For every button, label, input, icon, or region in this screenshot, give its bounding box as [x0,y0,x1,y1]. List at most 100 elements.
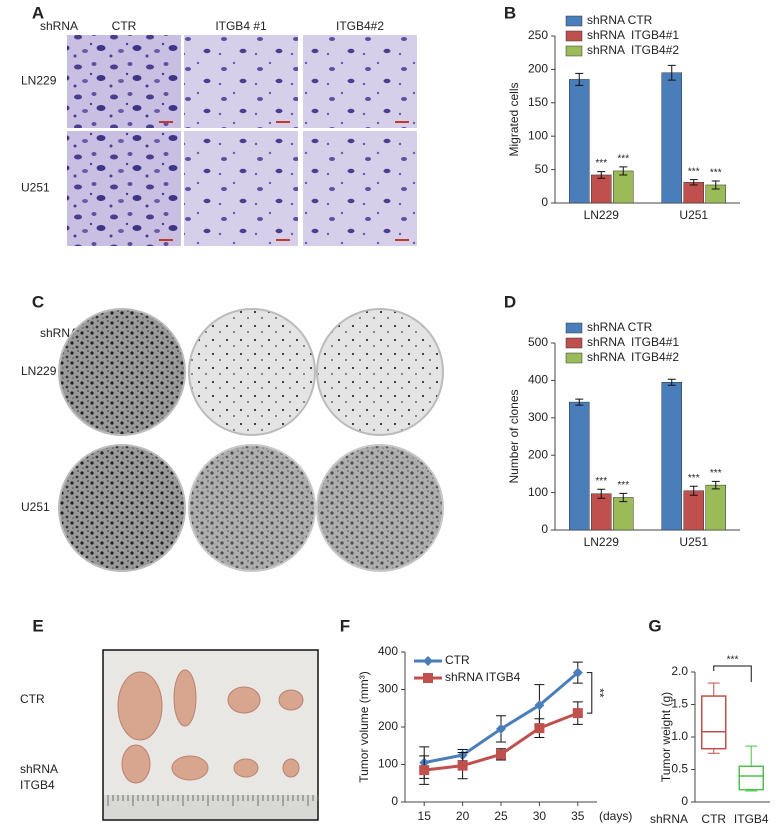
y-tick-label: 0 [681,794,688,808]
x-tick-label: 30 [533,809,547,823]
significance-label: *** [710,468,722,479]
column-label: CTR [112,19,137,33]
legend-label: shRNA ITGB4 [445,670,521,684]
significance-label: *** [727,655,739,666]
dish [316,308,444,436]
error-bar [575,398,584,406]
y-tick-label: 1.5 [671,697,688,711]
error-bar [711,480,720,490]
legend-label: shRNA CTR [587,13,653,27]
error-bar [597,488,606,499]
row-label: LN229 [21,74,57,88]
panel-letter: C [32,292,44,311]
y-tick-label: 200 [528,447,548,461]
significance-label: *** [688,473,700,484]
legend-label: CTR [445,653,470,667]
legend-swatch [565,15,583,27]
tumor [117,671,163,741]
legend-marker [423,656,433,666]
x-tick-label: CTR [701,812,726,826]
x-tick-label: 20 [456,809,470,823]
point [572,708,583,719]
error-bar [689,179,698,186]
row-label: CTR [20,692,45,706]
row-label: ITGB4 [20,778,55,792]
y-tick-label: 100 [528,485,548,499]
y-tick-label: 0.5 [671,762,688,776]
significance-label: ** [593,688,607,698]
point [457,760,468,771]
x-tick-label: LN229 [584,535,620,549]
x-axis-label: shRNA [650,812,688,826]
point [534,723,545,734]
tumor [233,758,259,778]
row-label: shRNA [20,762,58,776]
y-tick-label: 300 [378,682,398,696]
error-bar [667,378,676,386]
legend-swatch [565,30,583,42]
y-tick-label: 0 [391,794,398,808]
panel-letter: E [32,616,43,635]
legend-swatch [565,322,583,334]
y-axis-label: Tumor weight (g) [659,692,673,782]
panel-letter: A [32,3,44,22]
point [534,700,545,711]
tumor [227,686,261,714]
legend-marker [423,673,433,683]
panel-letter: G [648,616,661,635]
error-bar [575,72,584,86]
bar [683,490,704,531]
panel-letter: B [504,3,516,22]
row-label: U251 [21,500,50,514]
bar [613,170,634,204]
y-tick-label: 50 [535,162,549,176]
dish [188,444,316,572]
x-tick-label: U251 [679,208,708,222]
row-label: LN229 [21,364,57,378]
x-tick-label: 35 [571,809,585,823]
error-bar [619,492,628,503]
legend-swatch [565,337,583,349]
dish [316,444,444,572]
error-bar [597,171,606,179]
y-tick-label: 400 [528,373,548,387]
y-tick-label: 400 [378,644,398,658]
micrograph [67,131,181,246]
bar [569,401,590,531]
x-tick-label: 15 [418,809,432,823]
bar [569,79,590,204]
bar [661,72,682,204]
bar [591,174,612,204]
point [419,765,430,776]
dish [58,308,186,436]
legend-label: shRNA ITGB4#2 [587,350,679,364]
significance-label: *** [688,166,700,177]
error-bar [619,166,628,176]
y-tick-label: 100 [378,757,398,771]
micrograph [67,35,181,128]
significance-label: *** [617,154,629,165]
micrograph [184,131,298,246]
y-tick-label: 200 [528,62,548,76]
significance-bracket [586,672,593,714]
y-tick-label: 150 [528,95,548,109]
micrograph [303,35,417,128]
legend-swatch [565,45,583,57]
box [738,765,764,791]
point [572,667,583,678]
tumor [278,689,304,711]
significance-label: *** [595,158,607,169]
y-tick-label: 250 [528,28,548,42]
row-label: U251 [21,181,50,195]
panel-letter: D [504,292,516,311]
micrograph [303,131,417,246]
legend-label: shRNA CTR [587,320,653,334]
point [496,749,506,760]
bar [591,493,612,531]
y-tick-label: 1.0 [671,729,688,743]
y-tick-label: 500 [528,335,548,349]
dish [188,308,316,436]
x-tick-label: ITGB4 [734,812,769,826]
legend-label: shRNA ITGB4#2 [587,43,679,57]
bar [661,382,682,531]
